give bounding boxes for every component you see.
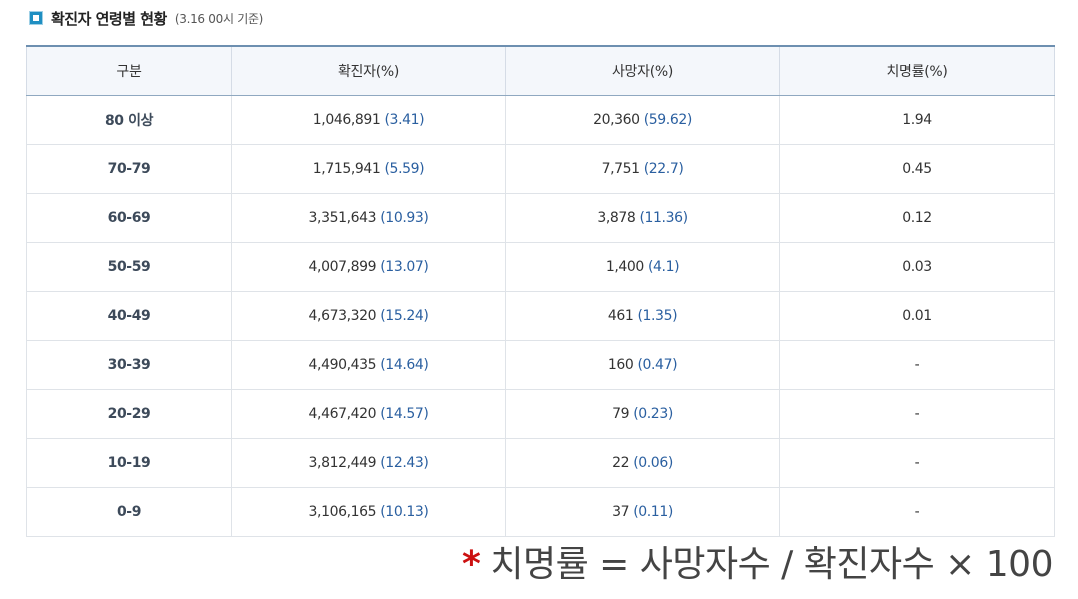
age-group-cell: 70-79 — [26, 144, 232, 194]
cases-count: 4,673,320 — [308, 308, 377, 324]
column-header-deaths: 사망자(%) — [505, 45, 780, 96]
cases-percent: (15.24) — [380, 308, 429, 324]
fatality-rate-cell: - — [779, 389, 1055, 439]
deaths-count: 461 — [607, 308, 634, 324]
fatality-rate-cell: 0.12 — [779, 193, 1055, 243]
deaths-percent: (0.23) — [633, 406, 673, 422]
table-row: 60-69 3,351,643 (10.93) 3,878 (11.36) 0.12 — [26, 193, 1055, 243]
table-row: 0-9 3,106,165 (10.13) 37 (0.11) - — [26, 487, 1055, 537]
cases-percent: (13.07) — [380, 259, 429, 275]
cases-count: 4,007,899 — [308, 259, 377, 275]
table-row: 70-79 1,715,941 (5.59) 7,751 (22.7) 0.45 — [26, 144, 1055, 194]
column-header-category: 구분 — [26, 45, 232, 96]
square-bullet-icon — [29, 11, 43, 25]
deaths-count: 22 — [612, 455, 630, 471]
deaths-percent: (11.36) — [639, 210, 688, 226]
deaths-percent: (22.7) — [643, 161, 684, 177]
cases-count: 3,812,449 — [308, 455, 377, 471]
fatality-rate-cell: - — [779, 340, 1055, 390]
cases-count: 4,467,420 — [308, 406, 377, 422]
deaths-cell: 1,400 (4.1) — [505, 242, 780, 292]
fatality-rate-cell: 0.01 — [779, 291, 1055, 341]
fatality-rate-cell: 1.94 — [779, 95, 1055, 145]
age-statistics-table: 구분 확진자(%) 사망자(%) 치명률(%) 80 이상 1,046,891 (… — [26, 45, 1055, 537]
cases-percent: (5.59) — [384, 161, 425, 177]
section-header: 확진자 연령별 현황 (3.16 00시 기준) — [29, 6, 264, 30]
footnote-marker: * — [462, 544, 481, 585]
age-group-cell: 30-39 — [26, 340, 232, 390]
deaths-percent: (1.35) — [637, 308, 678, 324]
fatality-rate-cell: - — [779, 487, 1055, 537]
column-header-cases: 확진자(%) — [231, 45, 506, 96]
cases-percent: (14.64) — [380, 357, 429, 373]
deaths-cell: 461 (1.35) — [505, 291, 780, 341]
deaths-count: 79 — [612, 406, 630, 422]
age-group-cell: 0-9 — [26, 487, 232, 537]
deaths-count: 37 — [612, 504, 630, 520]
table-row: 30-39 4,490,435 (14.64) 160 (0.47) - — [26, 340, 1055, 390]
deaths-percent: (59.62) — [643, 112, 693, 128]
deaths-percent: (0.06) — [633, 455, 673, 471]
cases-cell: 1,715,941 (5.59) — [231, 144, 506, 194]
deaths-cell: 160 (0.47) — [505, 340, 780, 390]
deaths-count: 1,400 — [605, 259, 644, 275]
deaths-count: 3,878 — [597, 210, 636, 226]
cases-cell: 4,007,899 (13.07) — [231, 242, 506, 292]
cases-cell: 3,812,449 (12.43) — [231, 438, 506, 488]
cases-count: 1,715,941 — [312, 161, 381, 177]
deaths-count: 7,751 — [601, 161, 640, 177]
age-group-cell: 50-59 — [26, 242, 232, 292]
deaths-cell: 79 (0.23) — [505, 389, 780, 439]
cases-count: 4,490,435 — [308, 357, 377, 373]
deaths-cell: 7,751 (22.7) — [505, 144, 780, 194]
deaths-cell: 22 (0.06) — [505, 438, 780, 488]
age-group-cell: 60-69 — [26, 193, 232, 243]
deaths-percent: (4.1) — [647, 259, 680, 275]
section-subtitle: (3.16 00시 기준) — [174, 11, 264, 26]
age-group-cell: 10-19 — [26, 438, 232, 488]
deaths-count: 20,360 — [593, 112, 640, 128]
table-row: 80 이상 1,046,891 (3.41) 20,360 (59.62) 1.94 — [26, 95, 1055, 145]
deaths-percent: (0.47) — [637, 357, 678, 373]
deaths-percent: (0.11) — [633, 504, 673, 520]
cases-cell: 4,467,420 (14.57) — [231, 389, 506, 439]
cases-percent: (14.57) — [380, 406, 429, 422]
cases-cell: 1,046,891 (3.41) — [231, 95, 506, 145]
fatality-rate-formula: * 치명률 = 사망자수 / 확진자수 × 100 — [462, 535, 1053, 587]
cases-cell: 4,673,320 (15.24) — [231, 291, 506, 341]
column-header-fatality-rate: 치명률(%) — [779, 45, 1055, 96]
table-header-row: 구분 확진자(%) 사망자(%) 치명률(%) — [26, 45, 1055, 96]
deaths-count: 160 — [607, 357, 634, 373]
cases-count: 3,106,165 — [308, 504, 377, 520]
deaths-cell: 37 (0.11) — [505, 487, 780, 537]
table-row: 40-49 4,673,320 (15.24) 461 (1.35) 0.01 — [26, 291, 1055, 341]
cases-count: 1,046,891 — [312, 112, 381, 128]
cases-percent: (10.93) — [380, 210, 429, 226]
footnote-text: 치명률 = 사망자수 / 확진자수 × 100 — [490, 544, 1053, 585]
cases-percent: (12.43) — [380, 455, 429, 471]
fatality-rate-cell: - — [779, 438, 1055, 488]
cases-percent: (3.41) — [384, 112, 425, 128]
table-row: 20-29 4,467,420 (14.57) 79 (0.23) - — [26, 389, 1055, 439]
deaths-cell: 20,360 (59.62) — [505, 95, 780, 145]
fatality-rate-cell: 0.45 — [779, 144, 1055, 194]
cases-cell: 4,490,435 (14.64) — [231, 340, 506, 390]
cases-cell: 3,351,643 (10.93) — [231, 193, 506, 243]
deaths-cell: 3,878 (11.36) — [505, 193, 780, 243]
age-group-cell: 20-29 — [26, 389, 232, 439]
cases-count: 3,351,643 — [308, 210, 377, 226]
age-group-cell: 80 이상 — [26, 95, 232, 145]
section-title: 확진자 연령별 현황 — [51, 9, 167, 28]
fatality-rate-cell: 0.03 — [779, 242, 1055, 292]
table-row: 10-19 3,812,449 (12.43) 22 (0.06) - — [26, 438, 1055, 488]
cases-percent: (10.13) — [380, 504, 429, 520]
age-group-cell: 40-49 — [26, 291, 232, 341]
cases-cell: 3,106,165 (10.13) — [231, 487, 506, 537]
table-row: 50-59 4,007,899 (13.07) 1,400 (4.1) 0.03 — [26, 242, 1055, 292]
